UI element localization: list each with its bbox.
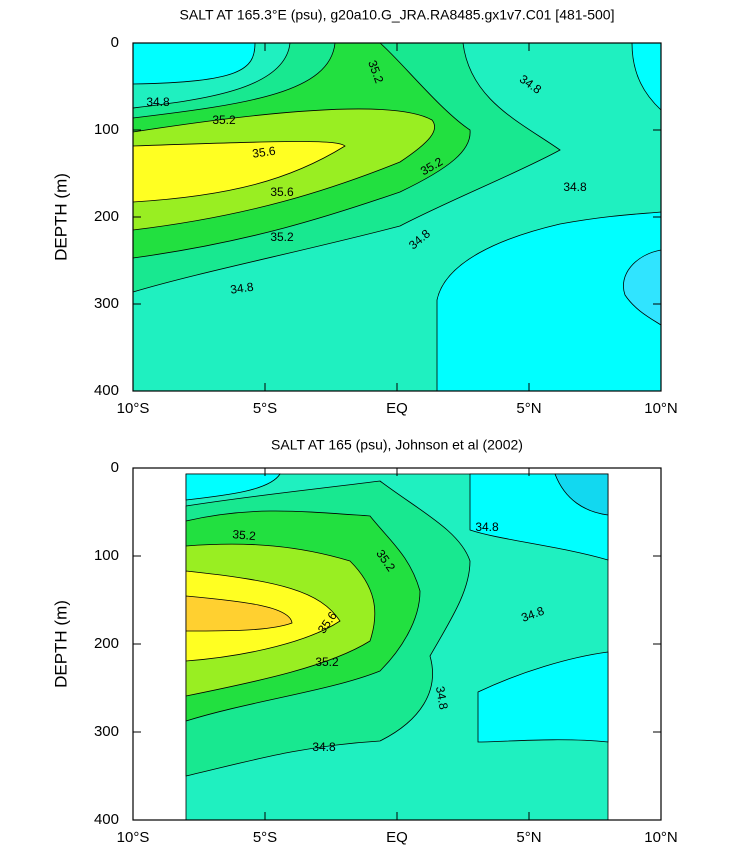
contour-label: 35.2: [315, 655, 339, 669]
y-tick-label: 300: [94, 295, 119, 312]
x-tick-label: EQ: [386, 829, 408, 846]
x-tick-label: 5°N: [516, 829, 541, 846]
contour-band: [477, 651, 609, 743]
x-tick-label: 10°S: [117, 400, 150, 417]
contour-label: 34.8: [229, 280, 254, 297]
contour-fill: [132, 42, 662, 392]
contour-band: [554, 473, 609, 516]
y-tick-label: 400: [94, 811, 119, 828]
contour-label: 35.2: [232, 527, 257, 543]
contour-band: [132, 141, 346, 203]
y-axis-label: DEPTH (m): [51, 600, 70, 688]
y-tick-label: 0: [111, 34, 119, 51]
contour-band: [436, 211, 662, 392]
x-tick-label: 10°S: [117, 829, 150, 846]
chart-title: SALT AT 165.3°E (psu), g20a10.G_JRA.RA84…: [180, 7, 615, 23]
y-tick-label: 300: [94, 723, 119, 740]
contour-label: 35.6: [251, 144, 276, 161]
y-tick-label: 400: [94, 382, 119, 399]
x-tick-label: 10°N: [644, 400, 678, 417]
contour-band: [132, 42, 256, 85]
x-tick-label: 5°S: [253, 400, 277, 417]
contour-label: 34.8: [146, 95, 170, 109]
x-tick-label: EQ: [386, 400, 408, 417]
contour-label: 35.2: [212, 113, 236, 127]
x-tick-label: 10°N: [644, 829, 678, 846]
contour-label: 34.8: [433, 685, 451, 711]
x-tick-label: 5°N: [516, 400, 541, 417]
y-tick-label: 100: [94, 547, 119, 564]
y-tick-label: 200: [94, 635, 119, 652]
x-tick-label: 5°S: [253, 829, 277, 846]
y-axis-label: DEPTH (m): [51, 173, 70, 261]
contour-band: [185, 473, 281, 501]
contour-fill: [185, 473, 609, 821]
contour-band: [623, 249, 662, 326]
contour-label: 35.6: [270, 185, 294, 199]
y-tick-label: 0: [111, 459, 119, 476]
chart-title: SALT AT 165 (psu), Johnson et al (2002): [271, 437, 523, 453]
y-tick-label: 200: [94, 208, 119, 225]
contour-band: [185, 595, 293, 632]
y-tick-label: 100: [94, 121, 119, 138]
contour-label: 34.8: [312, 740, 336, 754]
contour-label: 34.8: [475, 520, 499, 534]
contour-label: 34.8: [563, 180, 587, 194]
contour-label: 35.2: [270, 230, 294, 244]
